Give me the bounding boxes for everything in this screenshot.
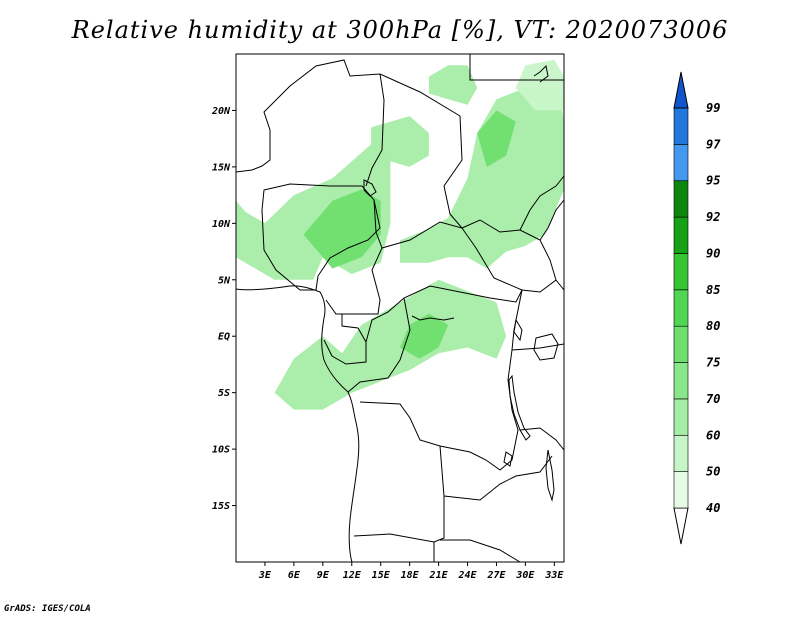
- border-east-africa: [511, 199, 564, 451]
- humidity-region-4: [400, 313, 449, 359]
- colorbar-label: 95: [706, 174, 720, 188]
- border-namibia: [433, 539, 521, 562]
- border-sahel-north: [236, 59, 385, 187]
- axis-ticks: 20N 15N 10N 5N EQ 5S 10S 15S 3E 6E 9E 12E 15E 18E 21E 2…: [211, 106, 564, 581]
- colorbar-label: 70: [706, 392, 720, 406]
- border-congo-gabon: [323, 311, 389, 365]
- humidity-region-7: [371, 116, 429, 167]
- colorbar-label: 50: [706, 465, 720, 479]
- colorbar-segment: [673, 325, 689, 363]
- border-drc: [347, 289, 523, 471]
- colorbar-label: 92: [706, 210, 720, 224]
- chart-title: Relative humidity at 300hPa [%], VT: 202…: [71, 16, 729, 44]
- colorbar-segment: [673, 216, 689, 254]
- lat-tick-label: 5N: [218, 275, 231, 286]
- lon-tick-label: 9E: [317, 570, 330, 581]
- colorbar-segment: [673, 471, 689, 509]
- border-cameroon: [325, 199, 383, 315]
- lon-tick-label: 15E: [372, 570, 391, 581]
- humidity-region-8: [428, 65, 478, 105]
- country-borders: [236, 54, 564, 562]
- lake-tanganyika: [508, 374, 531, 441]
- colorbar-segment: [673, 289, 689, 327]
- colorbar-segment: [673, 398, 689, 436]
- lon-tick-label: 33E: [544, 570, 564, 581]
- map-frame: [235, 53, 565, 563]
- lon-tick-label: 3E: [258, 570, 272, 581]
- lake-chad: [363, 179, 377, 197]
- border-angola: [353, 445, 445, 543]
- lake-victoria: [533, 333, 559, 361]
- lon-tick-label: 6E: [288, 570, 301, 581]
- colorbar-label: 90: [706, 246, 720, 260]
- lat-tick-label: 5S: [218, 388, 230, 399]
- lat-tick-label: 15N: [212, 162, 231, 173]
- lat-tick-label: 15S: [212, 501, 230, 512]
- colorbar-label: 75: [706, 356, 720, 370]
- border-ethiopia: [519, 175, 564, 231]
- colorbar: 40 50 60 70 75 80 85 90 92 95 97 99: [673, 71, 721, 545]
- coastline-west-africa: [236, 285, 360, 562]
- lat-tick-label: 20N: [211, 106, 231, 117]
- lat-tick-label: 10S: [212, 445, 230, 456]
- colorbar-label: 60: [706, 428, 720, 442]
- colorbar-label: 97: [706, 137, 721, 151]
- lon-tick-label: 12E: [343, 570, 362, 581]
- colorbar-segment: [673, 107, 689, 145]
- colorbar-label: 80: [706, 319, 720, 333]
- colorbar-segment: [673, 180, 689, 218]
- lake-malawi: [545, 449, 555, 502]
- humidity-region-9: [515, 59, 564, 111]
- colorbar-segment: [673, 362, 689, 400]
- humidity-region-2: [303, 189, 381, 269]
- humidity-region-6: [477, 110, 516, 167]
- colorbar-label: 85: [706, 283, 720, 297]
- colorbar-label: 40: [706, 501, 720, 515]
- lake-mweru: [503, 451, 513, 467]
- lat-tick-label: 10N: [212, 219, 231, 230]
- lon-tick-label: 30E: [515, 570, 535, 581]
- red-sea-coast: [533, 64, 549, 83]
- colorbar-segment: [673, 434, 689, 472]
- colorbar-segment: [673, 507, 689, 545]
- lake-albert: [513, 318, 523, 342]
- lon-tick-label: 18E: [401, 570, 420, 581]
- colorbar-segment: [673, 71, 689, 109]
- border-chad-libya: [379, 73, 463, 229]
- lon-tick-label: 24E: [457, 570, 477, 581]
- colorbar-segment: [673, 253, 689, 291]
- colorbar-segment: [673, 144, 689, 182]
- lon-tick-label: 27E: [486, 570, 506, 581]
- border-zambia: [443, 455, 553, 501]
- border-nigeria: [261, 183, 381, 291]
- grads-credit: GrADS: IGES/COLA: [4, 604, 91, 614]
- river-congo-arc: [411, 315, 455, 321]
- colorbar-label: 99: [706, 101, 720, 115]
- lon-tick-label: 21E: [429, 570, 449, 581]
- lat-tick-label: EQ: [218, 332, 230, 343]
- humidity-region-3: [274, 279, 507, 410]
